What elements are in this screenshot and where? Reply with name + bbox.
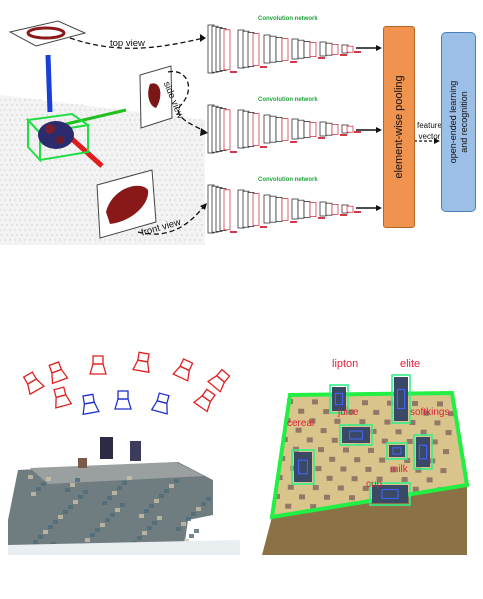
recognition-line2: and recognition bbox=[458, 91, 469, 153]
recognition-line1: open-ended learning bbox=[447, 80, 458, 164]
cnn-stack-2 bbox=[207, 104, 361, 154]
object-box bbox=[386, 442, 408, 460]
recognition-result-panel: lipton elite juice cereal softkings milk… bbox=[262, 355, 477, 555]
top-view-label: top view bbox=[110, 38, 145, 49]
recognition-result-svg bbox=[262, 374, 470, 555]
object-box bbox=[391, 374, 411, 424]
camera-icon bbox=[114, 390, 132, 410]
cnn-stack-3 bbox=[207, 184, 361, 234]
object-bounding-box bbox=[25, 112, 91, 163]
front-view-projection bbox=[96, 169, 157, 239]
camera-icon bbox=[150, 392, 170, 415]
camera-views-svg bbox=[8, 351, 240, 555]
recognition-label: open-ended learning and recognition bbox=[448, 81, 470, 164]
camera-icon bbox=[89, 355, 107, 375]
tag-softkings: softkings bbox=[410, 407, 450, 418]
object-box bbox=[369, 482, 411, 506]
object-box bbox=[291, 449, 315, 485]
reconstructed-table-scene bbox=[8, 437, 240, 555]
cnn-stack-1 bbox=[207, 24, 361, 74]
pooling-label: element-wise pooling bbox=[393, 75, 405, 179]
feature-vector-label: feature vector bbox=[417, 121, 442, 141]
top-view-arrow bbox=[69, 37, 205, 49]
tag-cereal: cereal bbox=[287, 418, 315, 429]
object-box bbox=[339, 424, 373, 446]
tag-elite: elite bbox=[400, 358, 421, 370]
camera-icon bbox=[192, 388, 216, 413]
tag-cup: cup bbox=[366, 479, 383, 490]
cnn-to-pool-arrows bbox=[356, 45, 382, 211]
top-view-projection bbox=[8, 20, 87, 47]
tag-milk: milk bbox=[390, 464, 408, 475]
camera-icon bbox=[22, 371, 46, 396]
conv-net-label-2: Convolution network bbox=[258, 97, 318, 103]
object-box bbox=[329, 384, 349, 414]
cnn-stacks bbox=[207, 24, 361, 234]
feature-label-line1: feature bbox=[417, 121, 442, 130]
conv-net-label-3: Convolution network bbox=[258, 177, 318, 183]
camera-icon bbox=[172, 358, 194, 382]
z-axis bbox=[45, 54, 53, 113]
side-view-projection bbox=[139, 65, 173, 129]
camera-icon bbox=[48, 361, 69, 385]
pipeline-diagram: top view side view front view Convolutio… bbox=[0, 0, 483, 250]
camera-poses bbox=[22, 351, 231, 416]
front-view-arrow bbox=[137, 204, 206, 235]
conv-net-label-1: Convolution network bbox=[258, 16, 318, 22]
camera-views-panel bbox=[8, 350, 240, 555]
tag-juice: juice bbox=[338, 407, 359, 418]
camera-icon bbox=[206, 368, 231, 393]
feature-label-line2: vector bbox=[418, 132, 441, 141]
object-box bbox=[413, 434, 433, 470]
camera-icon bbox=[82, 393, 100, 416]
side-view-arrow bbox=[167, 70, 207, 133]
recognition-box: open-ended learning and recognition bbox=[441, 32, 476, 212]
tag-lipton: lipton bbox=[332, 358, 359, 370]
detected-objects bbox=[291, 374, 433, 506]
y-axis bbox=[61, 108, 127, 127]
element-wise-pooling-box: element-wise pooling bbox=[383, 26, 415, 228]
camera-icon bbox=[132, 351, 150, 374]
pipeline-svg bbox=[0, 20, 440, 245]
camera-icon bbox=[53, 386, 73, 409]
